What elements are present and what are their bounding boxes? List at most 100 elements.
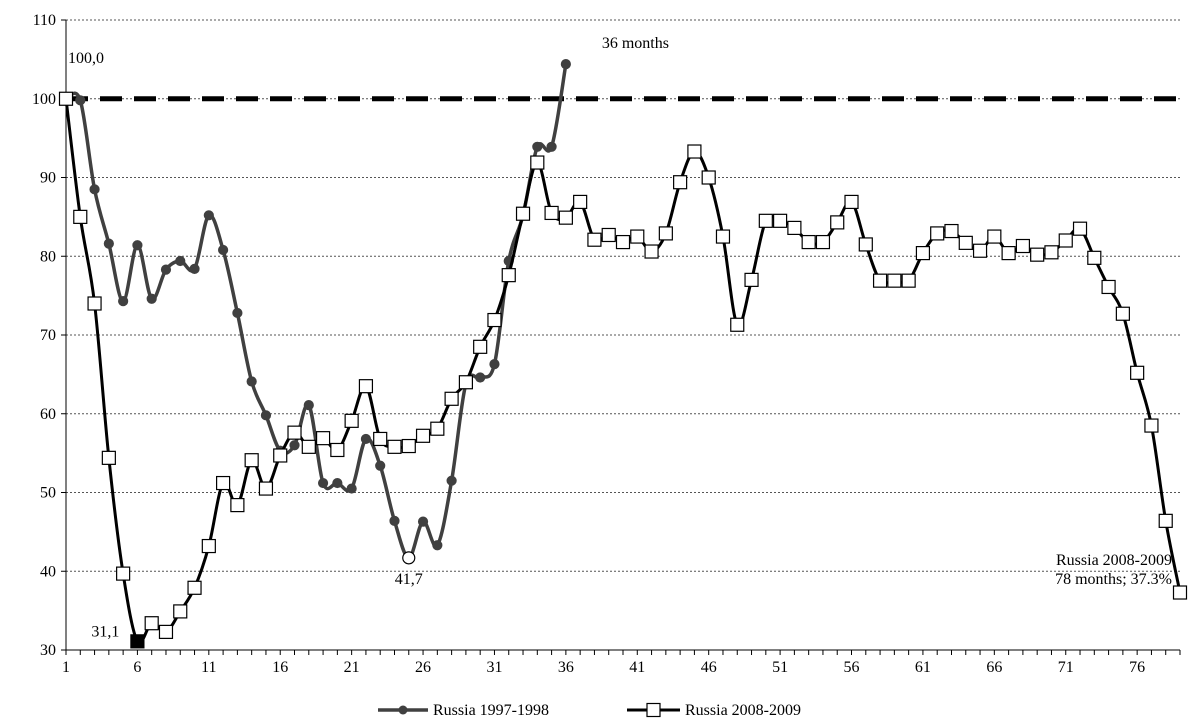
data-point xyxy=(1058,233,1073,248)
data-point xyxy=(1072,221,1088,236)
x-tick-label: 16 xyxy=(272,659,288,676)
data-point xyxy=(375,460,386,471)
data-point xyxy=(258,481,274,496)
annotation: Russia 2008-2009 xyxy=(1056,552,1172,569)
data-point xyxy=(246,376,257,387)
data-point xyxy=(701,170,716,185)
data-point xyxy=(630,229,645,244)
data-point xyxy=(402,551,416,565)
x-tick-label: 26 xyxy=(415,659,431,676)
data-point xyxy=(315,431,331,446)
data-point xyxy=(573,194,588,210)
data-point xyxy=(858,237,873,252)
data-point xyxy=(417,516,429,527)
data-point xyxy=(103,238,114,249)
data-point xyxy=(1044,245,1059,260)
y-tick-label: 100 xyxy=(32,91,56,108)
data-point xyxy=(532,141,543,152)
annotation: 78 months; 37.3% xyxy=(1055,571,1172,588)
data-point xyxy=(1101,279,1116,295)
x-tick-label: 41 xyxy=(629,659,645,676)
data-point xyxy=(787,220,802,235)
x-tick-label: 46 xyxy=(701,659,717,676)
series-line xyxy=(65,63,568,560)
data-point xyxy=(330,442,345,458)
data-point xyxy=(232,307,243,319)
data-point xyxy=(658,226,673,241)
x-tick-label: 6 xyxy=(133,659,141,676)
data-point xyxy=(332,477,343,489)
x-axis-ticks: 1 6 11 16 21 26 31 36 41 46 51 56 61 66 71 76 xyxy=(62,650,1181,676)
data-point xyxy=(89,184,100,195)
data-point xyxy=(815,234,831,250)
data-point xyxy=(87,296,102,311)
data-point xyxy=(872,273,888,288)
series-0 xyxy=(60,58,571,565)
data-point xyxy=(758,213,773,228)
data-point xyxy=(358,379,374,394)
y-axis-ticks: 30 40 50 60 70 80 90 100 110 xyxy=(32,12,66,659)
data-point xyxy=(972,243,988,258)
data-point xyxy=(444,391,459,406)
data-point xyxy=(173,604,188,619)
data-point xyxy=(201,538,216,554)
data-point xyxy=(915,246,931,261)
data-point xyxy=(530,155,545,170)
y-tick-label: 50 xyxy=(40,485,56,502)
data-point xyxy=(944,223,959,239)
data-point xyxy=(473,339,488,354)
data-point xyxy=(116,566,131,581)
data-point xyxy=(160,264,172,275)
data-point xyxy=(687,144,702,159)
data-point xyxy=(730,317,745,332)
data-point xyxy=(132,240,143,251)
x-tick-label: 31 xyxy=(486,659,502,676)
data-point xyxy=(958,235,973,250)
data-point xyxy=(744,272,759,287)
data-point xyxy=(273,448,288,463)
x-tick-label: 66 xyxy=(986,659,1002,676)
data-point xyxy=(303,399,314,411)
data-point xyxy=(487,312,502,328)
data-point xyxy=(475,372,486,383)
data-point xyxy=(175,255,186,267)
data-point xyxy=(1144,418,1159,433)
data-point xyxy=(432,540,443,551)
data-point xyxy=(189,263,200,274)
data-point xyxy=(317,477,329,489)
x-tick-label: 71 xyxy=(1058,659,1074,676)
data-point xyxy=(801,234,816,250)
data-point xyxy=(260,410,272,421)
data-point xyxy=(130,634,145,649)
data-point xyxy=(844,194,859,210)
data-point xyxy=(146,293,157,304)
data-point xyxy=(1030,247,1045,262)
y-tick-label: 40 xyxy=(40,563,56,580)
annotation: 41,7 xyxy=(395,571,423,588)
data-point xyxy=(1172,585,1188,600)
x-tick-label: 51 xyxy=(772,659,788,676)
data-point xyxy=(287,425,302,440)
x-tick-label: 21 xyxy=(344,659,360,676)
data-point xyxy=(601,227,616,243)
data-point xyxy=(515,206,531,221)
data-point xyxy=(546,141,557,152)
series-layer xyxy=(58,58,1188,649)
data-point xyxy=(289,440,300,451)
data-point xyxy=(1087,250,1102,265)
data-point xyxy=(1130,365,1145,380)
data-point xyxy=(301,439,316,454)
data-point xyxy=(244,453,259,468)
data-point xyxy=(558,210,573,225)
data-point xyxy=(901,273,916,288)
data-point xyxy=(101,450,116,465)
data-point xyxy=(644,244,659,259)
x-tick-label: 61 xyxy=(915,659,931,676)
annotations: 100,0 36 months 31,1 41,7 Russia 2008-2009 78… xyxy=(68,35,1172,640)
annotation: 100,0 xyxy=(68,50,104,67)
y-tick-label: 70 xyxy=(40,327,56,344)
legend-marker xyxy=(646,702,661,718)
y-tick-label: 60 xyxy=(40,406,56,423)
data-point xyxy=(344,413,359,428)
